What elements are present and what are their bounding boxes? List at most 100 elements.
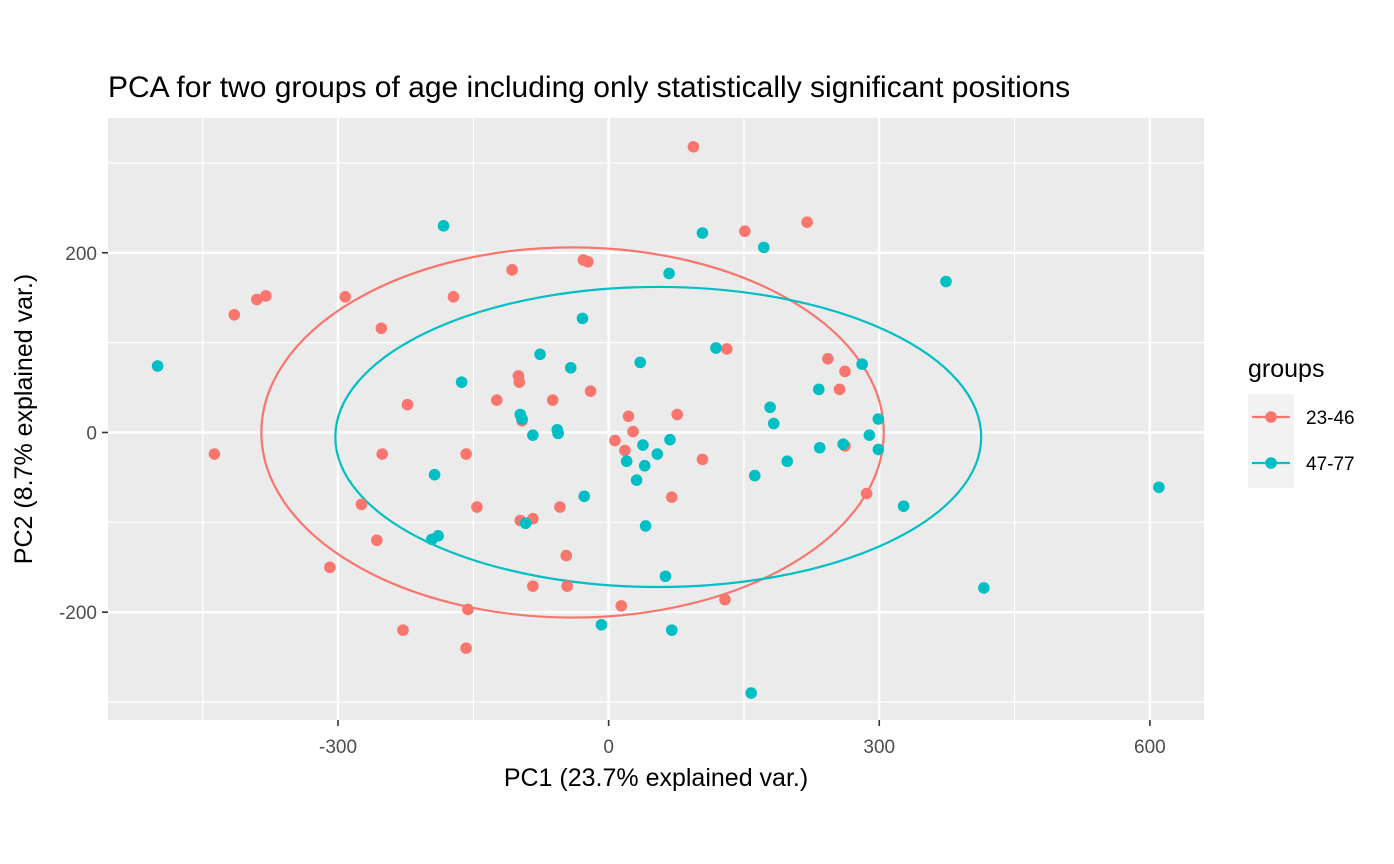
point-47-77-7	[534, 348, 546, 361]
point-23-46-1	[801, 216, 813, 229]
point-23-46-15	[833, 383, 846, 396]
point-23-46-11	[375, 322, 388, 335]
point-47-77-35	[578, 490, 591, 503]
legend-label-47-77: 47-77	[1306, 454, 1355, 475]
point-47-77-45	[665, 624, 678, 636]
x-tick-label-0: -300	[319, 737, 357, 758]
point-47-77-15	[516, 413, 528, 425]
point-23-46-34	[665, 491, 678, 503]
point-47-77-10	[710, 342, 722, 354]
point-23-46-35	[355, 498, 368, 511]
legend-label-23-46: 23-46	[1306, 408, 1355, 429]
point-47-77-34	[428, 468, 441, 481]
legend: groups 23-46 47-77	[1248, 355, 1355, 488]
point-47-77-39	[426, 533, 438, 546]
point-23-46-25	[627, 425, 639, 438]
x-tick-label-1: 0	[603, 737, 614, 758]
point-23-46-33	[860, 487, 873, 500]
point-23-46-46	[462, 603, 474, 616]
series-23-46	[208, 140, 873, 654]
point-23-46-44	[561, 580, 573, 592]
point-47-77-31	[863, 429, 876, 441]
point-23-46-17	[513, 376, 526, 388]
point-23-46-19	[546, 394, 559, 406]
point-23-46-18	[584, 385, 597, 397]
point-47-77-18	[527, 429, 539, 441]
point-47-77-46	[745, 687, 757, 699]
point-47-77-20	[552, 427, 564, 440]
point-23-46-0	[687, 140, 700, 153]
point-23-46-47	[719, 593, 731, 606]
point-23-46-29	[208, 448, 221, 460]
point-23-46-14	[839, 365, 851, 378]
point-47-77-25	[664, 433, 676, 446]
point-47-77-5	[576, 312, 589, 325]
point-47-77-11	[455, 376, 468, 388]
y-tick-label-2: 200	[65, 244, 97, 265]
point-47-77-28	[781, 455, 794, 468]
point-23-46-37	[554, 501, 566, 513]
point-23-46-27	[619, 444, 631, 457]
point-47-77-23	[620, 455, 633, 468]
y-axis-title: PC2 (8.7% explained var.)	[10, 274, 38, 564]
point-23-46-42	[324, 561, 336, 574]
ellipse-47-77	[334, 285, 983, 589]
point-47-77-16	[764, 401, 776, 414]
point-23-46-28	[696, 453, 709, 466]
x-tick-label-2: 300	[863, 737, 895, 758]
point-47-77-8	[564, 361, 577, 374]
confidence-ellipses	[260, 246, 983, 619]
point-47-77-32	[872, 413, 885, 425]
point-23-46-49	[460, 642, 472, 654]
point-23-46-43	[527, 580, 539, 592]
x-axis-ticks: -300 0 300 600	[319, 720, 1166, 758]
legend-key-point-47-77	[1265, 457, 1277, 469]
point-23-46-20	[490, 394, 503, 406]
point-23-46-40	[560, 549, 573, 562]
point-23-46-31	[460, 448, 472, 460]
point-47-77-44	[595, 618, 608, 631]
point-47-77-9	[634, 356, 647, 369]
point-23-46-26	[609, 434, 621, 447]
y-tick-label-0: -200	[59, 603, 97, 624]
plot-panel	[108, 118, 1204, 720]
point-23-46-13	[822, 353, 834, 365]
point-47-77-41	[659, 570, 672, 583]
ellipse-23-46	[260, 246, 885, 619]
point-23-46-45	[615, 600, 628, 612]
point-47-77-6	[151, 360, 164, 372]
point-23-46-48	[397, 624, 409, 636]
y-axis-ticks: -200 0 200	[59, 244, 108, 624]
series-47-77	[151, 220, 1165, 699]
point-23-46-23	[671, 408, 683, 421]
point-23-46-30	[376, 448, 389, 460]
point-47-77-43	[1153, 481, 1165, 494]
point-23-46-2	[739, 225, 751, 238]
point-23-46-7	[260, 290, 272, 302]
point-23-46-21	[401, 398, 414, 411]
point-23-46-12	[721, 343, 733, 355]
point-23-46-10	[447, 291, 460, 303]
point-47-77-42	[978, 582, 990, 594]
point-47-77-4	[940, 275, 952, 288]
point-23-46-41	[371, 534, 383, 547]
minor-gridlines	[108, 118, 1204, 720]
point-47-77-13	[856, 358, 868, 370]
point-47-77-12	[813, 383, 825, 396]
point-47-77-36	[897, 500, 910, 512]
point-47-77-30	[837, 438, 849, 450]
legend-title: groups	[1248, 355, 1324, 383]
point-47-77-24	[651, 448, 664, 460]
point-23-46-5	[506, 264, 518, 276]
point-47-77-37	[519, 517, 532, 530]
point-47-77-2	[757, 241, 770, 254]
point-47-77-17	[767, 417, 780, 430]
point-23-46-9	[339, 291, 352, 303]
point-23-46-8	[228, 308, 241, 321]
point-23-46-22	[622, 410, 635, 423]
point-47-77-21	[637, 439, 649, 451]
point-47-77-40	[639, 520, 652, 532]
point-23-46-36	[471, 501, 483, 513]
chart-title: PCA for two groups of age including only…	[108, 71, 1070, 104]
point-23-46-4	[582, 255, 594, 268]
